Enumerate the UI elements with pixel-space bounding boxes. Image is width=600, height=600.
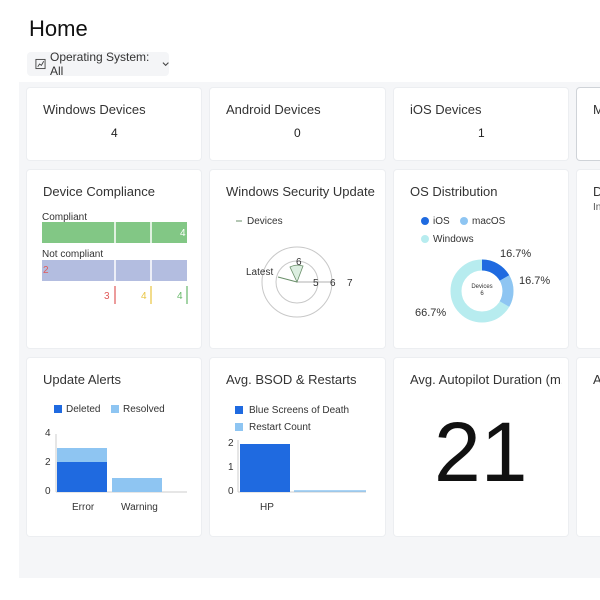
macos-slice [499,275,514,307]
legend-swatch-restart [235,423,243,431]
ring-label-2: 6 [330,278,336,289]
axis-label-1: 3 [104,291,110,302]
page-title: Home [29,16,88,41]
tile-title: Windows Security Update ... [226,184,376,199]
filter-label: Operating System: All [49,50,150,78]
legend-swatch-bsod [235,406,243,414]
y-tick: 0 [228,486,234,497]
ring-label-3: 7 [347,278,353,289]
latest-label: Latest [246,267,274,278]
compliance-chart [42,222,188,304]
not-compliant-label: Not compliant [42,249,104,260]
security-legend-label: Devices [247,216,283,227]
tile-title: Windows Devices [43,102,146,117]
ios-devices-count: 1 [478,126,485,140]
compliant-value: 4 [180,228,186,239]
tile-title: A [593,372,600,387]
tile-title: Android Devices [226,102,321,117]
y-tick: 0 [45,486,51,497]
tile-title: Device Compliance [43,184,155,199]
donut-center-label: Devices [471,284,493,290]
legend-deleted: Deleted [66,404,101,415]
tile-title: Avg. Autopilot Duration (m... [410,372,562,387]
axis-label-2: 4 [141,291,147,302]
legend-swatch-deleted [54,405,62,413]
bsod-restarts-tile[interactable]: Avg. BSOD & Restarts Blue Screens of Dea… [210,358,385,536]
chevron-down-icon [162,62,169,67]
filter-chart-icon [35,58,46,70]
security-radial-chart [236,220,333,318]
partial-tile-bottom-right[interactable]: A [577,358,600,536]
bar-hp-bsod [240,444,290,492]
autopilot-duration-value: 21 [434,405,528,499]
x-label-warning: Warning [121,502,158,513]
partial-tile-top-right[interactable]: M [577,88,600,160]
tile-title: iOS Devices [410,102,482,117]
legend-swatch-resolved [111,405,119,413]
pct-windows-label: 66.7% [415,307,447,319]
not-compliant-value: 2 [43,265,49,276]
windows-devices-tile[interactable]: Windows Devices 4 [27,88,201,160]
legend-bsod: Blue Screens of Death [249,405,350,416]
y-tick: 1 [228,462,234,473]
tile-title: Update Alerts [43,372,122,387]
os-filter-dropdown[interactable]: Operating System: All [27,50,169,78]
ios-devices-tile[interactable]: iOS Devices 1 [394,88,568,160]
android-devices-count: 0 [294,126,301,140]
os-donut-chart [421,217,514,323]
ios-legend-dot [421,217,429,225]
axis-label-3: 4 [177,291,183,302]
windows-security-update-tile[interactable]: Windows Security Update ... Devices Late… [210,170,385,348]
tile-title: Avg. BSOD & Restarts [226,372,357,387]
ring-label-1: 5 [313,278,319,289]
bsod-chart [235,406,366,493]
y-tick: 4 [45,428,51,439]
x-label-error: Error [72,502,95,513]
tile-subtitle: In [593,202,600,213]
y-tick: 2 [228,438,234,449]
windows-legend-dot [421,235,429,243]
legend-macos: macOS [472,216,506,227]
tile-title: M [593,102,600,117]
legend-resolved: Resolved [123,404,165,415]
autopilot-duration-tile[interactable]: Avg. Autopilot Duration (m... 21 [394,358,568,536]
y-tick: 2 [45,457,51,468]
pct-ios-label: 16.7% [500,248,532,260]
bar-error-resolved [57,448,107,462]
dashboard-grid: Windows Devices 4 Android Devices 0 iOS … [19,82,600,578]
legend-ios: iOS [433,216,450,227]
windows-devices-count: 4 [111,126,118,140]
pct-macos-label: 16.7% [519,275,551,287]
legend-windows: Windows [433,234,474,245]
bar-error-deleted [57,462,107,492]
x-label-hp: HP [260,502,274,513]
os-distribution-tile[interactable]: OS Distribution iOS macOS Windows Device… [394,170,568,348]
legend-restart: Restart Count [249,422,311,433]
donut-center-value: 6 [480,291,484,297]
android-devices-tile[interactable]: Android Devices 0 [210,88,385,160]
bar-warning-resolved [112,478,162,492]
macos-legend-dot [460,217,468,225]
ios-slice [481,259,510,282]
compliant-label: Compliant [42,212,88,223]
update-alerts-tile[interactable]: Update Alerts Deleted Resolved 4 2 0 Err… [27,358,201,536]
partial-tile-middle-right[interactable]: D In [577,170,600,348]
ring-label-top: 6 [296,257,302,268]
tile-title: OS Distribution [410,184,498,199]
update-alerts-chart [54,405,187,493]
tile-title: D [593,184,600,199]
device-compliance-tile[interactable]: Device Compliance Compliant 4 Not compli… [27,170,201,348]
